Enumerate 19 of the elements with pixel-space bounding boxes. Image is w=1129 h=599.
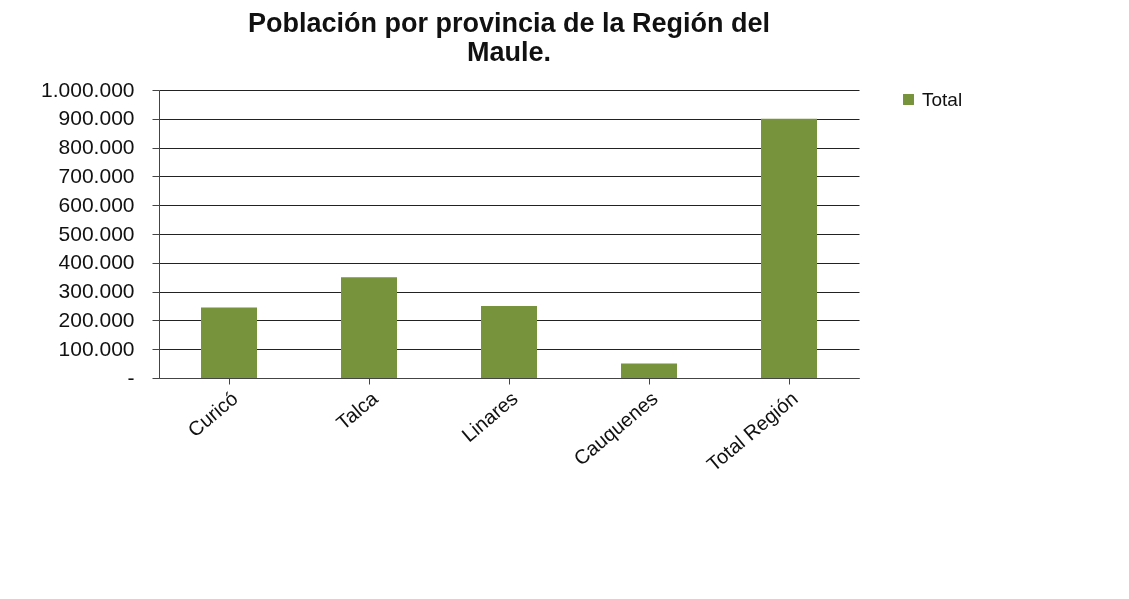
bar <box>201 307 257 378</box>
y-tick-label: 400.000 <box>58 250 135 274</box>
y-tick-label: 100.000 <box>58 336 135 360</box>
bar <box>341 277 397 378</box>
y-tick-label: 1.000.000 <box>41 77 135 101</box>
y-tick-label: 200.000 <box>58 307 135 331</box>
y-tick-label: 800.000 <box>58 135 135 159</box>
bar <box>761 118 817 378</box>
y-tick-label: 700.000 <box>58 163 135 187</box>
x-tick-label: Talca <box>331 386 383 434</box>
chart-title: Población por provincia de la Región del Maule. <box>247 8 771 67</box>
y-tick-label: - <box>127 365 135 389</box>
bar <box>621 363 677 378</box>
y-tick-label: 900.000 <box>58 106 135 130</box>
y-tick-label: 300.000 <box>58 279 135 303</box>
legend-label: Total <box>922 88 963 110</box>
bar <box>481 306 537 378</box>
y-tick-label: 600.000 <box>58 192 135 216</box>
y-tick-label: 500.000 <box>58 221 135 245</box>
